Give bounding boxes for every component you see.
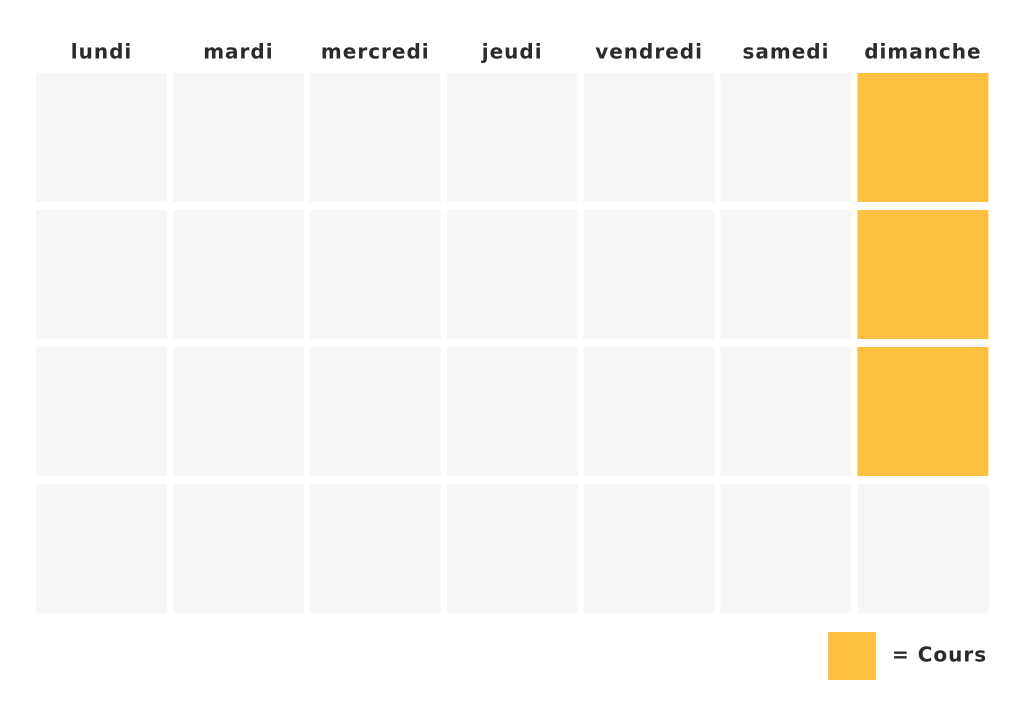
day-label: mercredi — [321, 40, 430, 64]
day-cell — [720, 484, 852, 613]
day-cell — [446, 347, 578, 476]
day-label: mardi — [203, 40, 273, 64]
day-cell — [446, 210, 578, 339]
day-cell — [446, 484, 578, 613]
day-cell — [857, 73, 989, 202]
day-cell — [583, 210, 715, 339]
day-label: lundi — [71, 40, 133, 64]
day-cell — [583, 347, 715, 476]
day-cell — [309, 210, 441, 339]
day-label: vendredi — [595, 40, 703, 64]
day-cell — [583, 73, 715, 202]
day-cell — [583, 484, 715, 613]
day-cell — [36, 484, 167, 613]
day-cell — [309, 484, 441, 613]
day-label: dimanche — [864, 40, 981, 64]
day-label: samedi — [743, 40, 830, 64]
day-cell — [36, 73, 167, 202]
day-cell — [857, 347, 989, 476]
day-cell — [720, 73, 852, 202]
day-label: jeudi — [481, 40, 543, 64]
day-cell — [720, 347, 852, 476]
day-cell — [172, 210, 304, 339]
day-cell — [36, 210, 167, 339]
day-cell — [172, 73, 304, 202]
day-cell — [36, 347, 167, 476]
day-cell — [720, 210, 852, 339]
day-cell — [857, 484, 989, 613]
day-cell — [309, 347, 441, 476]
legend-label: = Cours — [892, 643, 987, 667]
day-cell — [172, 484, 304, 613]
day-cell — [446, 73, 578, 202]
day-cell — [857, 210, 989, 339]
day-cell — [309, 73, 441, 202]
legend-swatch — [828, 632, 876, 680]
day-cell — [172, 347, 304, 476]
